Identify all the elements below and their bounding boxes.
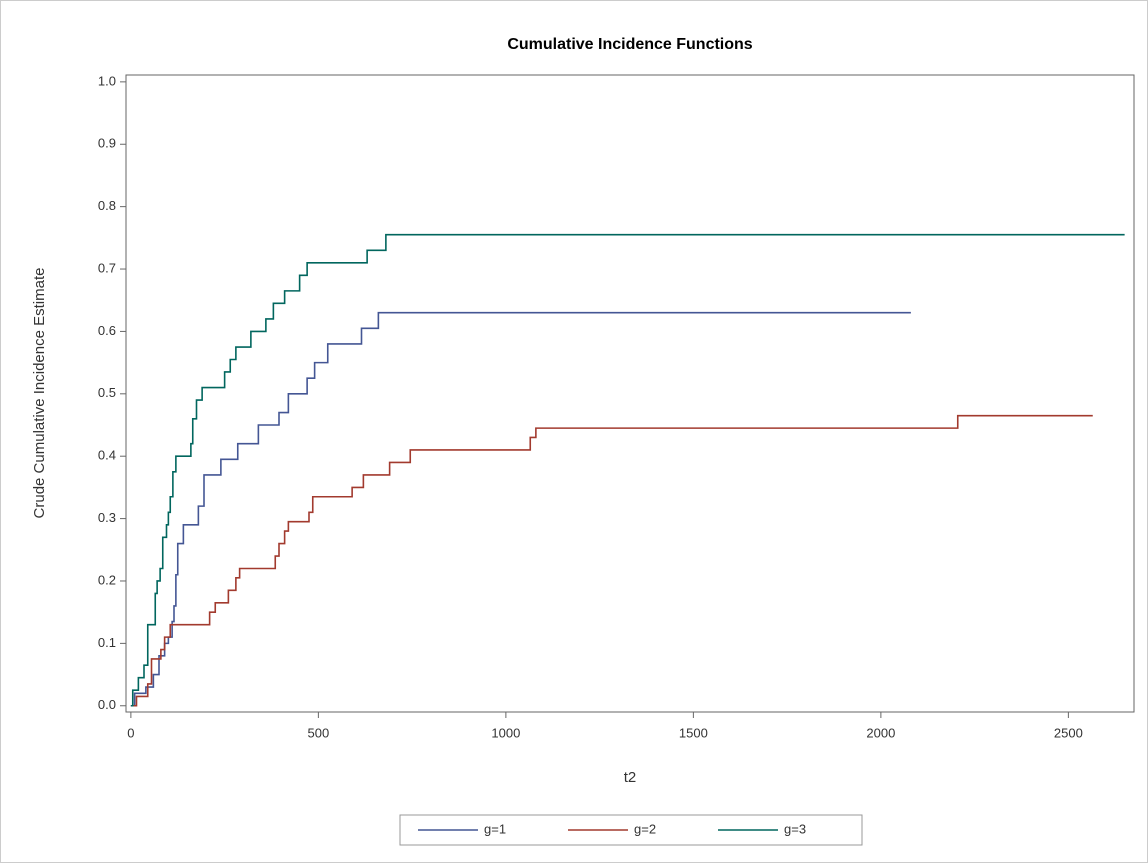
series-line	[130, 233, 1125, 707]
chart-title: Cumulative Incidence Functions	[507, 36, 752, 53]
x-axis-label: t2	[624, 769, 637, 786]
series-line	[130, 414, 1093, 707]
x-tick-label: 2500	[1054, 725, 1083, 740]
y-tick-label: 0.8	[98, 198, 116, 213]
y-tick-label: 0.0	[98, 697, 116, 712]
y-tick-label: 0.7	[98, 260, 116, 275]
y-tick-label: 0.4	[98, 448, 116, 463]
y-tick-label: 1.0	[98, 73, 116, 88]
legend-label: g=3	[784, 821, 806, 836]
x-tick-label: 1500	[679, 725, 708, 740]
x-tick-label: 0	[127, 725, 134, 740]
y-axis-label: Crude Cumulative Incidence Estimate	[31, 268, 48, 519]
y-tick-label: 0.6	[98, 323, 116, 338]
x-tick-label: 1000	[491, 725, 520, 740]
y-tick-label: 0.3	[98, 510, 116, 525]
x-tick-label: 2000	[866, 725, 895, 740]
x-tick-label: 500	[308, 725, 330, 740]
y-tick-label: 0.9	[98, 136, 116, 151]
y-tick-label: 0.5	[98, 385, 116, 400]
legend-label: g=1	[484, 821, 506, 836]
legend-label: g=2	[634, 821, 656, 836]
y-tick-label: 0.2	[98, 572, 116, 587]
y-tick-label: 0.1	[98, 635, 116, 650]
